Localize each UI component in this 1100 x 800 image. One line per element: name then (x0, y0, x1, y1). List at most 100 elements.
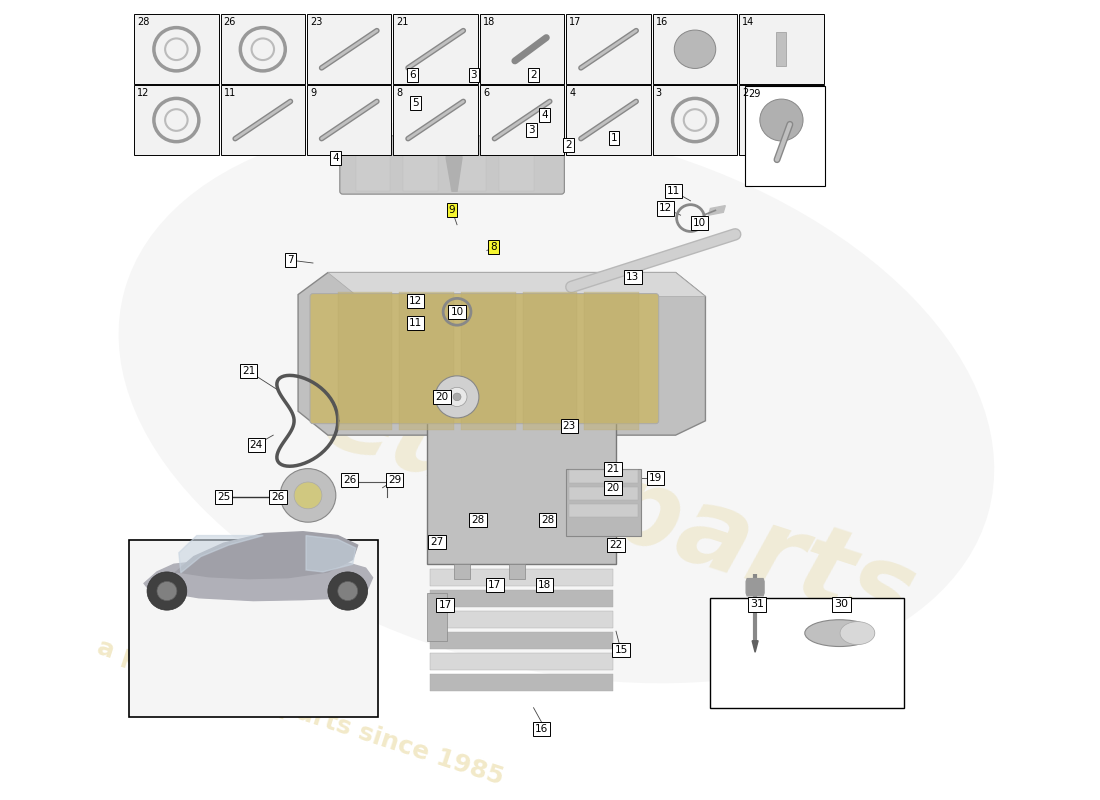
Text: 9: 9 (310, 88, 316, 98)
Bar (430, 632, 613, 650)
Polygon shape (306, 535, 355, 572)
Bar (570, 504, 638, 518)
Bar (430, 674, 613, 691)
Text: 26: 26 (223, 18, 235, 27)
Text: 2: 2 (742, 88, 748, 98)
Circle shape (436, 376, 478, 418)
Bar (404, 143, 438, 191)
Bar (652, 85, 737, 155)
Text: 15: 15 (615, 646, 628, 655)
Polygon shape (174, 532, 358, 578)
Bar (221, 85, 305, 155)
Text: 29: 29 (748, 89, 760, 99)
Text: 26: 26 (343, 475, 356, 485)
Text: 16: 16 (656, 18, 668, 27)
Bar (307, 85, 392, 155)
Text: 18: 18 (538, 580, 551, 590)
Text: 23: 23 (310, 18, 322, 27)
Text: a passion for parts since 1985: a passion for parts since 1985 (95, 635, 507, 790)
Text: 4: 4 (570, 88, 575, 98)
Text: 12: 12 (409, 296, 422, 306)
Bar (394, 85, 477, 155)
Bar (355, 143, 390, 191)
Text: 11: 11 (409, 318, 422, 328)
Text: 14: 14 (742, 18, 755, 27)
Text: 4: 4 (541, 110, 548, 120)
Text: 7: 7 (287, 255, 294, 265)
Bar (451, 143, 486, 191)
Text: 28: 28 (541, 515, 554, 526)
Ellipse shape (760, 99, 803, 141)
Text: 21: 21 (396, 18, 409, 27)
Bar (430, 569, 613, 586)
Bar (134, 14, 219, 84)
Text: eurOparts: eurOparts (308, 361, 927, 653)
Bar (430, 654, 613, 670)
Text: 2: 2 (565, 140, 572, 150)
Bar (652, 14, 737, 84)
Bar (427, 593, 447, 641)
Bar (480, 14, 564, 84)
Text: 3: 3 (656, 88, 662, 98)
Text: 22: 22 (609, 540, 623, 550)
Bar (307, 14, 392, 84)
Bar (584, 292, 639, 430)
Text: 6: 6 (409, 70, 416, 79)
Bar (566, 14, 651, 84)
Bar (739, 14, 824, 84)
Bar (134, 85, 219, 155)
Text: 29: 29 (388, 475, 401, 485)
Text: 20: 20 (606, 482, 619, 493)
Text: 13: 13 (626, 272, 639, 282)
Text: 27: 27 (430, 538, 443, 547)
Bar (566, 469, 641, 535)
Bar (221, 14, 305, 84)
Polygon shape (446, 137, 468, 142)
Text: 26: 26 (272, 492, 285, 502)
Text: 10: 10 (693, 218, 706, 228)
Bar (461, 292, 516, 430)
Bar (508, 564, 525, 578)
Text: 16: 16 (535, 724, 548, 734)
Ellipse shape (805, 620, 874, 646)
Text: 17: 17 (439, 600, 452, 610)
Bar (522, 292, 578, 430)
Text: 20: 20 (436, 392, 449, 402)
Bar (430, 611, 613, 628)
Text: 2: 2 (530, 70, 537, 79)
Bar (430, 590, 613, 607)
Text: 23: 23 (563, 421, 576, 430)
Polygon shape (179, 535, 263, 573)
Text: 6: 6 (483, 88, 490, 98)
Bar (711, 598, 904, 708)
Text: 17: 17 (570, 18, 582, 27)
Bar (394, 14, 477, 84)
Text: 17: 17 (488, 580, 502, 590)
Text: 24: 24 (250, 440, 263, 450)
Bar (498, 143, 534, 191)
Text: 10: 10 (451, 306, 463, 317)
Text: 4: 4 (332, 153, 339, 163)
Circle shape (453, 393, 461, 401)
Polygon shape (328, 273, 705, 297)
Circle shape (447, 387, 468, 406)
Polygon shape (447, 138, 462, 191)
FancyBboxPatch shape (310, 294, 659, 424)
Text: 3: 3 (528, 125, 535, 135)
Bar (427, 416, 616, 564)
Text: 28: 28 (138, 18, 150, 27)
Bar (570, 486, 638, 500)
Polygon shape (708, 206, 725, 215)
Text: 9: 9 (449, 206, 455, 215)
Polygon shape (144, 559, 373, 601)
Bar (129, 540, 377, 718)
Bar (480, 85, 564, 155)
Text: 12: 12 (659, 203, 672, 214)
Text: 18: 18 (483, 18, 495, 27)
Text: 28: 28 (471, 515, 484, 526)
Bar (338, 292, 393, 430)
Bar (570, 470, 638, 483)
Circle shape (328, 572, 367, 610)
Text: 3: 3 (471, 70, 477, 79)
Circle shape (294, 482, 322, 509)
